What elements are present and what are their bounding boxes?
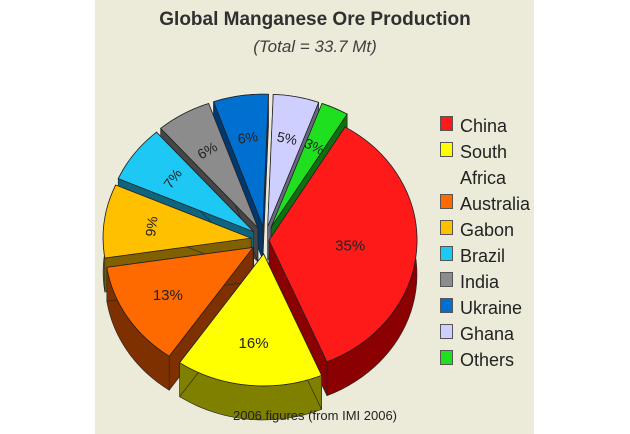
- legend-swatch: [440, 220, 453, 235]
- pie-slice-ukraine: [213, 93, 269, 227]
- legend-label: China: [460, 116, 508, 136]
- slice-value-label: 5%: [276, 128, 299, 148]
- legend-swatch: [440, 194, 453, 209]
- legend-swatch: [440, 116, 453, 131]
- pie-slice-gabon: [102, 184, 253, 259]
- legend-swatch: [440, 142, 453, 157]
- slice-value-label: 6%: [237, 128, 259, 147]
- legend-label: India: [460, 272, 500, 292]
- slice-value-label: 9%: [142, 215, 161, 237]
- legend-label: Gabon: [460, 220, 515, 240]
- legend-label: Ghana: [460, 324, 515, 344]
- legend-swatch: [440, 350, 453, 365]
- pie-slice-australia: [106, 246, 255, 357]
- legend-label: Brazil: [460, 246, 506, 266]
- chart-footnote: 2006 figures (from IMI 2006): [232, 408, 398, 423]
- legend-label: Australia: [460, 194, 531, 214]
- pie-slice-china: [268, 126, 418, 363]
- legend-label: South Africa: [460, 142, 508, 188]
- slice-value-label: 3%: [302, 135, 327, 158]
- pie-slice-india: [160, 102, 259, 229]
- slice-value-label: 16%: [239, 335, 269, 352]
- chart-subtitle: (Total = 33.7 Mt): [253, 37, 377, 56]
- legend-swatch: [440, 272, 453, 287]
- slice-value-label: 13%: [153, 287, 183, 304]
- slice-value-label: 35%: [335, 237, 365, 254]
- legend-swatch: [440, 324, 453, 339]
- legend-label: Ukraine: [460, 298, 523, 318]
- pie-slice-others: [270, 102, 348, 228]
- legend-label: Others: [460, 350, 515, 370]
- pie-slice-ghana: [267, 93, 320, 227]
- pie-slice-south-africa: [179, 253, 323, 387]
- chart-title: Global Manganese Ore Production: [159, 9, 471, 30]
- legend-swatch: [440, 246, 453, 261]
- legend-swatch: [440, 298, 453, 313]
- pie-slice-brazil: [117, 131, 255, 233]
